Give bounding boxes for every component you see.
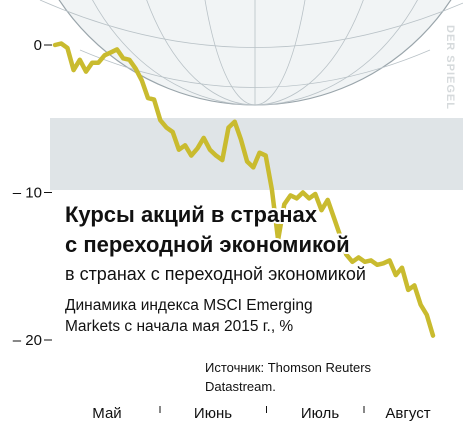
x-tick-label: Июль (301, 405, 339, 421)
title: с переходной экономикой (65, 232, 350, 257)
y-tick-label: – 20 (13, 332, 42, 349)
subtitle: в странах с переходной экономикой (65, 264, 366, 284)
watermark: DER SPIEGEL (444, 25, 456, 110)
y-tick-label: 0 (34, 37, 42, 54)
band (50, 118, 463, 190)
source: Datastream. (205, 379, 276, 394)
x-tick-label: Июнь (194, 405, 232, 421)
line (52, 41, 436, 338)
globe (39, 0, 463, 106)
description: Markets с начала мая 2015 г., % (65, 318, 293, 335)
description: Динамика индекса MSCI Emerging (65, 297, 313, 314)
x-tick-label: Август (385, 405, 430, 421)
x-tick-label: Май (92, 405, 121, 421)
source: Источник: Thomson Reuters (205, 360, 372, 375)
y-tick-label: – 10 (13, 185, 42, 202)
title: Курсы акций в странах (65, 202, 318, 227)
